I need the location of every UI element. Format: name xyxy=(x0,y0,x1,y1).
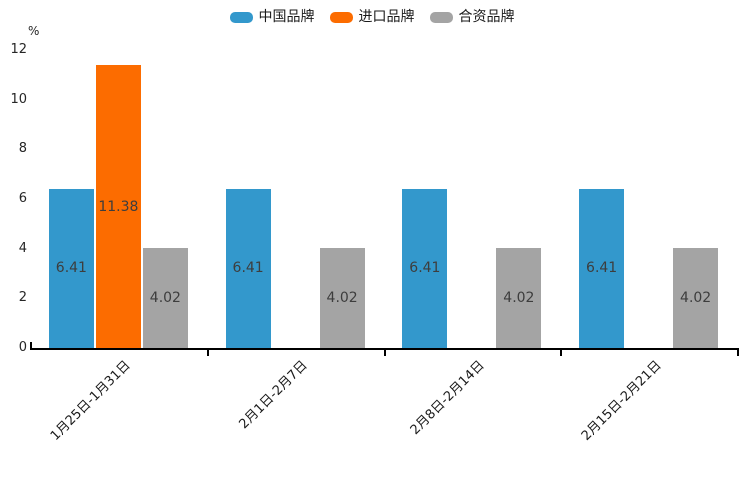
bar-中国品牌-week3 xyxy=(402,188,448,348)
legend-item-import-brand: 进口品牌 xyxy=(329,9,415,25)
x-axis-tick-0 xyxy=(30,342,32,348)
legend-swatch-joint-venture-brand-icon xyxy=(429,11,453,23)
bar-value-label-合资品牌-week4: 4.02 xyxy=(680,290,712,307)
legend: 中国品牌 进口品牌 合资品牌 xyxy=(0,7,744,27)
bar-合资品牌-week4 xyxy=(673,248,719,348)
y-axis-unit-label: % xyxy=(28,24,40,38)
x-category-label-week1: 1月25日-1月31日 xyxy=(48,358,134,444)
bar-合资品牌-week2 xyxy=(319,248,365,348)
y-tick-label-0: 0 xyxy=(18,340,27,355)
legend-label-joint-venture-brand: 合资品牌 xyxy=(458,9,515,25)
x-axis-tick-1 xyxy=(206,350,209,356)
bar-合资品牌-week3 xyxy=(496,248,542,348)
bar-中国品牌-week2 xyxy=(225,188,271,348)
x-axis-tick-3 xyxy=(560,350,563,356)
x-axis-line xyxy=(30,348,739,350)
x-category-label-week2: 2月1日-2月7日 xyxy=(236,358,311,433)
x-category-label-week3: 2月8日-2月14日 xyxy=(407,358,488,438)
bar-合资品牌-week1 xyxy=(142,248,188,348)
legend-label-import-brand: 进口品牌 xyxy=(358,9,415,25)
legend-swatch-import-brand-icon xyxy=(329,11,353,23)
bar-value-label-中国品牌-week3: 6.41 xyxy=(409,260,441,277)
bar-进口品牌-week1 xyxy=(95,65,141,348)
x-axis-tick-4 xyxy=(737,350,739,356)
legend-label-china-brand: 中国品牌 xyxy=(258,9,315,25)
bar-中国品牌-week4 xyxy=(579,188,625,348)
bar-value-label-中国品牌-week2: 6.41 xyxy=(232,260,264,277)
bar-value-label-合资品牌-week1: 4.02 xyxy=(149,290,181,307)
bar-value-label-中国品牌-week4: 6.41 xyxy=(586,260,618,277)
x-category-label-week4: 2月15日-2月21日 xyxy=(578,358,665,444)
y-tick-label-10: 10 xyxy=(10,91,27,107)
bar-中国品牌-week1 xyxy=(48,188,94,348)
bar-value-label-进口品牌-week1: 11.38 xyxy=(98,198,139,215)
y-tick-label-12: 12 xyxy=(10,42,27,57)
bar-value-label-合资品牌-week3: 4.02 xyxy=(503,290,535,307)
y-tick-label-2: 2 xyxy=(18,290,27,306)
legend-item-joint-venture-brand: 合资品牌 xyxy=(429,9,515,25)
bar-value-label-中国品牌-week1: 6.41 xyxy=(55,260,87,277)
y-tick-label-4: 4 xyxy=(18,240,27,256)
y-tick-label-6: 6 xyxy=(18,191,27,206)
x-axis-tick-2 xyxy=(383,350,386,356)
legend-item-china-brand: 中国品牌 xyxy=(229,9,315,25)
legend-swatch-china-brand-icon xyxy=(229,11,253,23)
y-tick-label-8: 8 xyxy=(18,141,27,157)
bar-value-label-合资品牌-week2: 4.02 xyxy=(326,290,358,307)
